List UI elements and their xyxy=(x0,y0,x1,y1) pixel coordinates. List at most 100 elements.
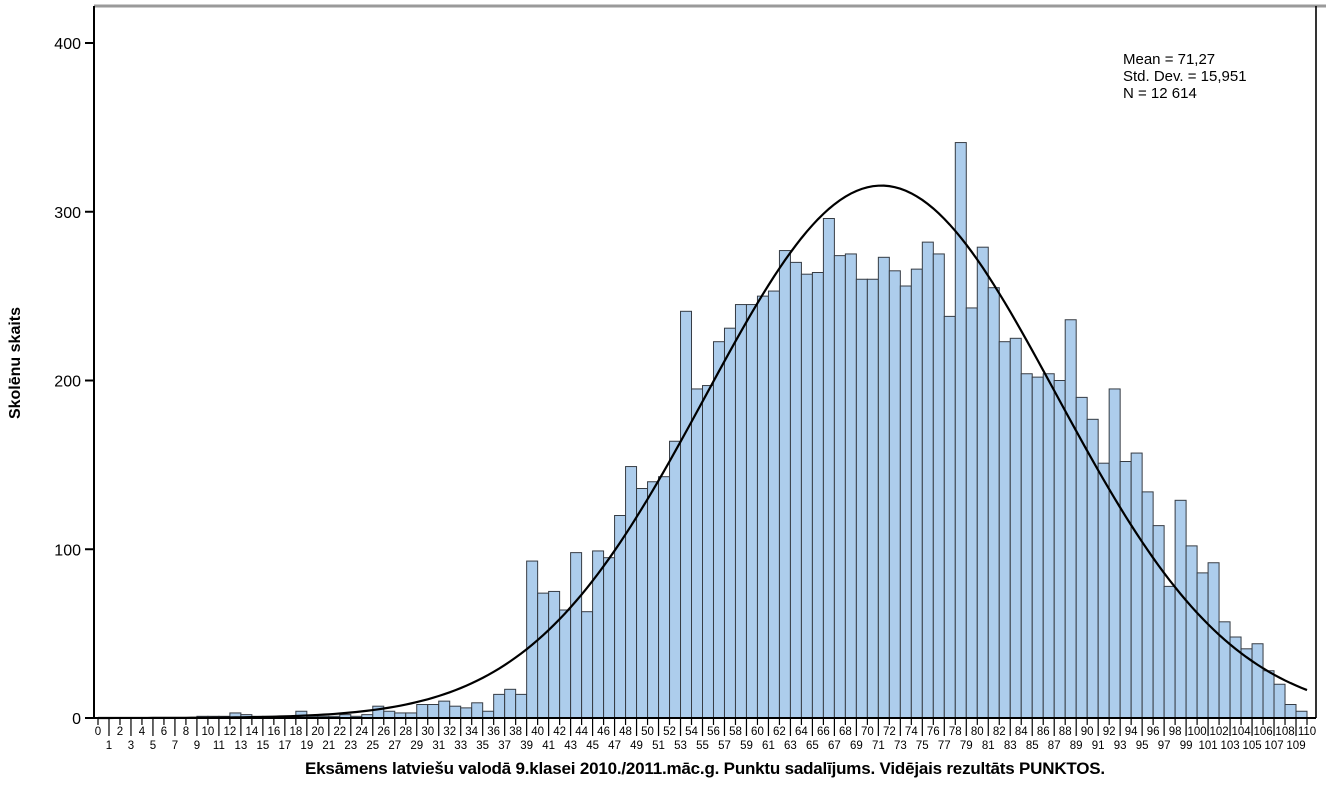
histogram-bar xyxy=(537,592,550,719)
x-tick-label: 23 xyxy=(344,740,357,752)
x-tick-label: 35 xyxy=(476,740,489,752)
x-tick-label: 87 xyxy=(1048,740,1061,752)
x-tick-label: 44 xyxy=(575,726,588,738)
histogram-bar xyxy=(592,550,605,719)
x-tick-label: 26 xyxy=(377,726,390,738)
histogram-bar xyxy=(636,488,649,719)
x-tick-label: 79 xyxy=(960,740,973,752)
x-tick-label: 6 xyxy=(161,726,167,738)
histogram-bar xyxy=(976,246,989,719)
histogram-bar xyxy=(987,287,1000,719)
x-tick-label: 101 xyxy=(1198,740,1217,752)
histogram-bar xyxy=(943,315,956,719)
histogram-bar xyxy=(1119,461,1132,719)
x-tick-label: 48 xyxy=(619,726,632,738)
histogram-bar xyxy=(1108,388,1121,719)
x-tick-label: 94 xyxy=(1125,726,1138,738)
x-tick-label: 16 xyxy=(267,726,280,738)
histogram-bar xyxy=(833,255,846,719)
histogram-bar xyxy=(471,702,484,719)
y-tick-label: 400 xyxy=(54,36,81,53)
histogram-bar xyxy=(723,327,736,719)
x-tick-label: 73 xyxy=(894,740,907,752)
histogram-bar xyxy=(800,273,813,719)
x-tick-label: 11 xyxy=(213,740,225,752)
histogram-bar xyxy=(1207,562,1220,719)
x-tick-label: 50 xyxy=(641,726,654,738)
histogram-bar xyxy=(460,707,473,719)
histogram-bar xyxy=(526,560,539,719)
x-tick-label: 104 xyxy=(1231,726,1251,738)
histogram-bar xyxy=(745,304,758,719)
x-tick-label: 74 xyxy=(905,726,918,738)
x-tick-label: 71 xyxy=(872,740,885,752)
histogram-bar xyxy=(1053,380,1066,719)
histogram-bar xyxy=(647,481,660,719)
histogram-bar xyxy=(1295,710,1308,719)
x-tick-label: 68 xyxy=(839,726,852,738)
histogram-bar xyxy=(1141,491,1154,719)
x-tick-label: 99 xyxy=(1180,740,1193,752)
x-tick-label: 19 xyxy=(300,740,313,752)
x-tick-label: 83 xyxy=(1004,740,1017,752)
histogram-bar xyxy=(811,272,824,719)
x-tick-label: 14 xyxy=(245,726,258,738)
x-tick-label: 43 xyxy=(564,740,577,752)
histogram-bar xyxy=(789,261,802,719)
histogram-bar xyxy=(1185,545,1198,719)
histogram-bar xyxy=(877,256,890,719)
x-tick-label: 34 xyxy=(465,726,478,738)
x-tick-label: 41 xyxy=(542,740,555,752)
x-tick-label: 66 xyxy=(817,726,830,738)
stat-mean: Mean = 71,27 xyxy=(1123,51,1216,68)
histogram-bar xyxy=(1251,643,1264,719)
x-axis-title: Eksāmens latviešu valodā 9.klasei 2010./… xyxy=(305,759,1105,778)
histogram-bar xyxy=(888,270,901,719)
histogram-bar xyxy=(482,710,495,719)
histogram-bar xyxy=(855,278,868,719)
x-tick-label: 27 xyxy=(388,740,401,752)
histogram-bar xyxy=(734,304,747,719)
x-tick-label: 70 xyxy=(861,726,874,738)
histogram-bar xyxy=(1130,452,1143,719)
histogram-bar xyxy=(998,341,1011,719)
histogram-bar xyxy=(669,440,682,719)
histogram-bar xyxy=(844,253,857,719)
x-tick-label: 33 xyxy=(454,740,467,752)
histogram-bar xyxy=(680,310,693,719)
x-tick-label: 24 xyxy=(355,726,368,738)
x-tick-label: 105 xyxy=(1242,740,1261,752)
histogram-bar xyxy=(1009,337,1022,719)
histogram-bar xyxy=(504,688,517,719)
histogram-bar xyxy=(515,693,528,719)
histogram-bar xyxy=(581,611,594,719)
y-tick-label: 300 xyxy=(54,205,81,222)
x-tick-label: 63 xyxy=(784,740,797,752)
x-tick-label: 31 xyxy=(432,740,445,752)
x-tick-label: 49 xyxy=(630,740,643,752)
x-tick-label: 32 xyxy=(443,726,456,738)
x-tick-label: 4 xyxy=(139,726,146,738)
histogram-bar xyxy=(625,466,638,719)
x-tick-label: 97 xyxy=(1158,740,1171,752)
x-tick-label: 92 xyxy=(1103,726,1116,738)
histogram-bar xyxy=(1064,319,1077,719)
histogram-bar xyxy=(921,241,934,719)
x-tick-label: 82 xyxy=(993,726,1006,738)
stat-std-dev: Std. Dev. = 15,951 xyxy=(1123,68,1247,85)
x-tick-label: 17 xyxy=(278,740,291,752)
x-tick-label: 38 xyxy=(509,726,522,738)
x-tick-label: 91 xyxy=(1092,740,1105,752)
x-tick-label: 1 xyxy=(106,740,112,752)
x-tick-label: 72 xyxy=(883,726,896,738)
histogram-bar xyxy=(1284,704,1297,719)
x-tick-label: 107 xyxy=(1264,740,1283,752)
x-tick-label: 109 xyxy=(1286,740,1305,752)
x-tick-label: 110 xyxy=(1298,726,1316,738)
histogram-bar xyxy=(1152,525,1165,719)
x-tick-label: 81 xyxy=(982,740,995,752)
histogram-bar xyxy=(712,341,725,719)
y-tick-label: 200 xyxy=(54,374,81,391)
x-tick-label: 7 xyxy=(172,740,178,752)
